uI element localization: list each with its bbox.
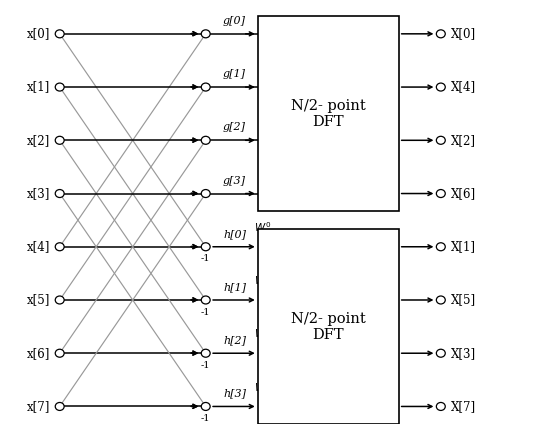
Text: x[4]: x[4] xyxy=(26,240,50,253)
Text: X[2]: X[2] xyxy=(450,134,476,147)
Text: -1: -1 xyxy=(201,414,211,423)
Circle shape xyxy=(201,296,210,304)
Text: h[1]: h[1] xyxy=(223,282,246,292)
Text: X[3]: X[3] xyxy=(450,347,476,360)
Text: -1: -1 xyxy=(201,254,211,263)
Text: g[2]: g[2] xyxy=(223,122,246,132)
Circle shape xyxy=(55,349,64,357)
Circle shape xyxy=(436,349,446,357)
Text: x[3]: x[3] xyxy=(26,187,50,200)
Circle shape xyxy=(55,136,64,144)
Circle shape xyxy=(201,136,210,144)
Circle shape xyxy=(55,190,64,197)
Circle shape xyxy=(436,30,446,38)
Circle shape xyxy=(436,402,446,410)
Text: -1: -1 xyxy=(201,308,211,317)
Circle shape xyxy=(201,190,210,197)
Text: $W_N^2$: $W_N^2$ xyxy=(254,327,271,343)
Circle shape xyxy=(201,243,210,251)
Circle shape xyxy=(55,402,64,410)
Text: x[5]: x[5] xyxy=(26,294,50,306)
Text: g[0]: g[0] xyxy=(223,16,246,26)
Text: X[7]: X[7] xyxy=(450,400,476,413)
Circle shape xyxy=(201,349,210,357)
Text: x[1]: x[1] xyxy=(26,80,50,94)
Text: h[3]: h[3] xyxy=(223,389,246,398)
Circle shape xyxy=(55,296,64,304)
Text: g[3]: g[3] xyxy=(223,175,246,186)
Circle shape xyxy=(436,83,446,91)
Circle shape xyxy=(436,243,446,251)
Text: h[0]: h[0] xyxy=(223,229,246,239)
Circle shape xyxy=(436,296,446,304)
Text: x[7]: x[7] xyxy=(26,400,50,413)
Circle shape xyxy=(55,83,64,91)
Circle shape xyxy=(201,83,210,91)
Circle shape xyxy=(436,190,446,197)
Circle shape xyxy=(201,402,210,410)
Text: x[0]: x[0] xyxy=(26,27,50,40)
Text: $W_N^1$: $W_N^1$ xyxy=(254,273,271,290)
Text: X[4]: X[4] xyxy=(450,80,476,94)
Text: $W_N^3$: $W_N^3$ xyxy=(254,380,271,397)
Text: N/2- point
DFT: N/2- point DFT xyxy=(291,312,366,342)
Text: X[6]: X[6] xyxy=(450,187,476,200)
Text: X[5]: X[5] xyxy=(450,294,476,306)
Text: x[6]: x[6] xyxy=(26,347,50,360)
Circle shape xyxy=(55,30,64,38)
Text: N/2- point
DFT: N/2- point DFT xyxy=(291,98,366,129)
Circle shape xyxy=(436,136,446,144)
Text: h[2]: h[2] xyxy=(223,335,246,345)
Text: g[1]: g[1] xyxy=(223,69,246,79)
FancyBboxPatch shape xyxy=(258,229,399,424)
Circle shape xyxy=(55,243,64,251)
Circle shape xyxy=(201,30,210,38)
Text: X[0]: X[0] xyxy=(450,27,476,40)
Text: -1: -1 xyxy=(201,361,211,370)
Text: X[1]: X[1] xyxy=(450,240,476,253)
Text: x[2]: x[2] xyxy=(26,134,50,147)
FancyBboxPatch shape xyxy=(258,16,399,211)
Text: $W_N^0$: $W_N^0$ xyxy=(254,220,271,237)
